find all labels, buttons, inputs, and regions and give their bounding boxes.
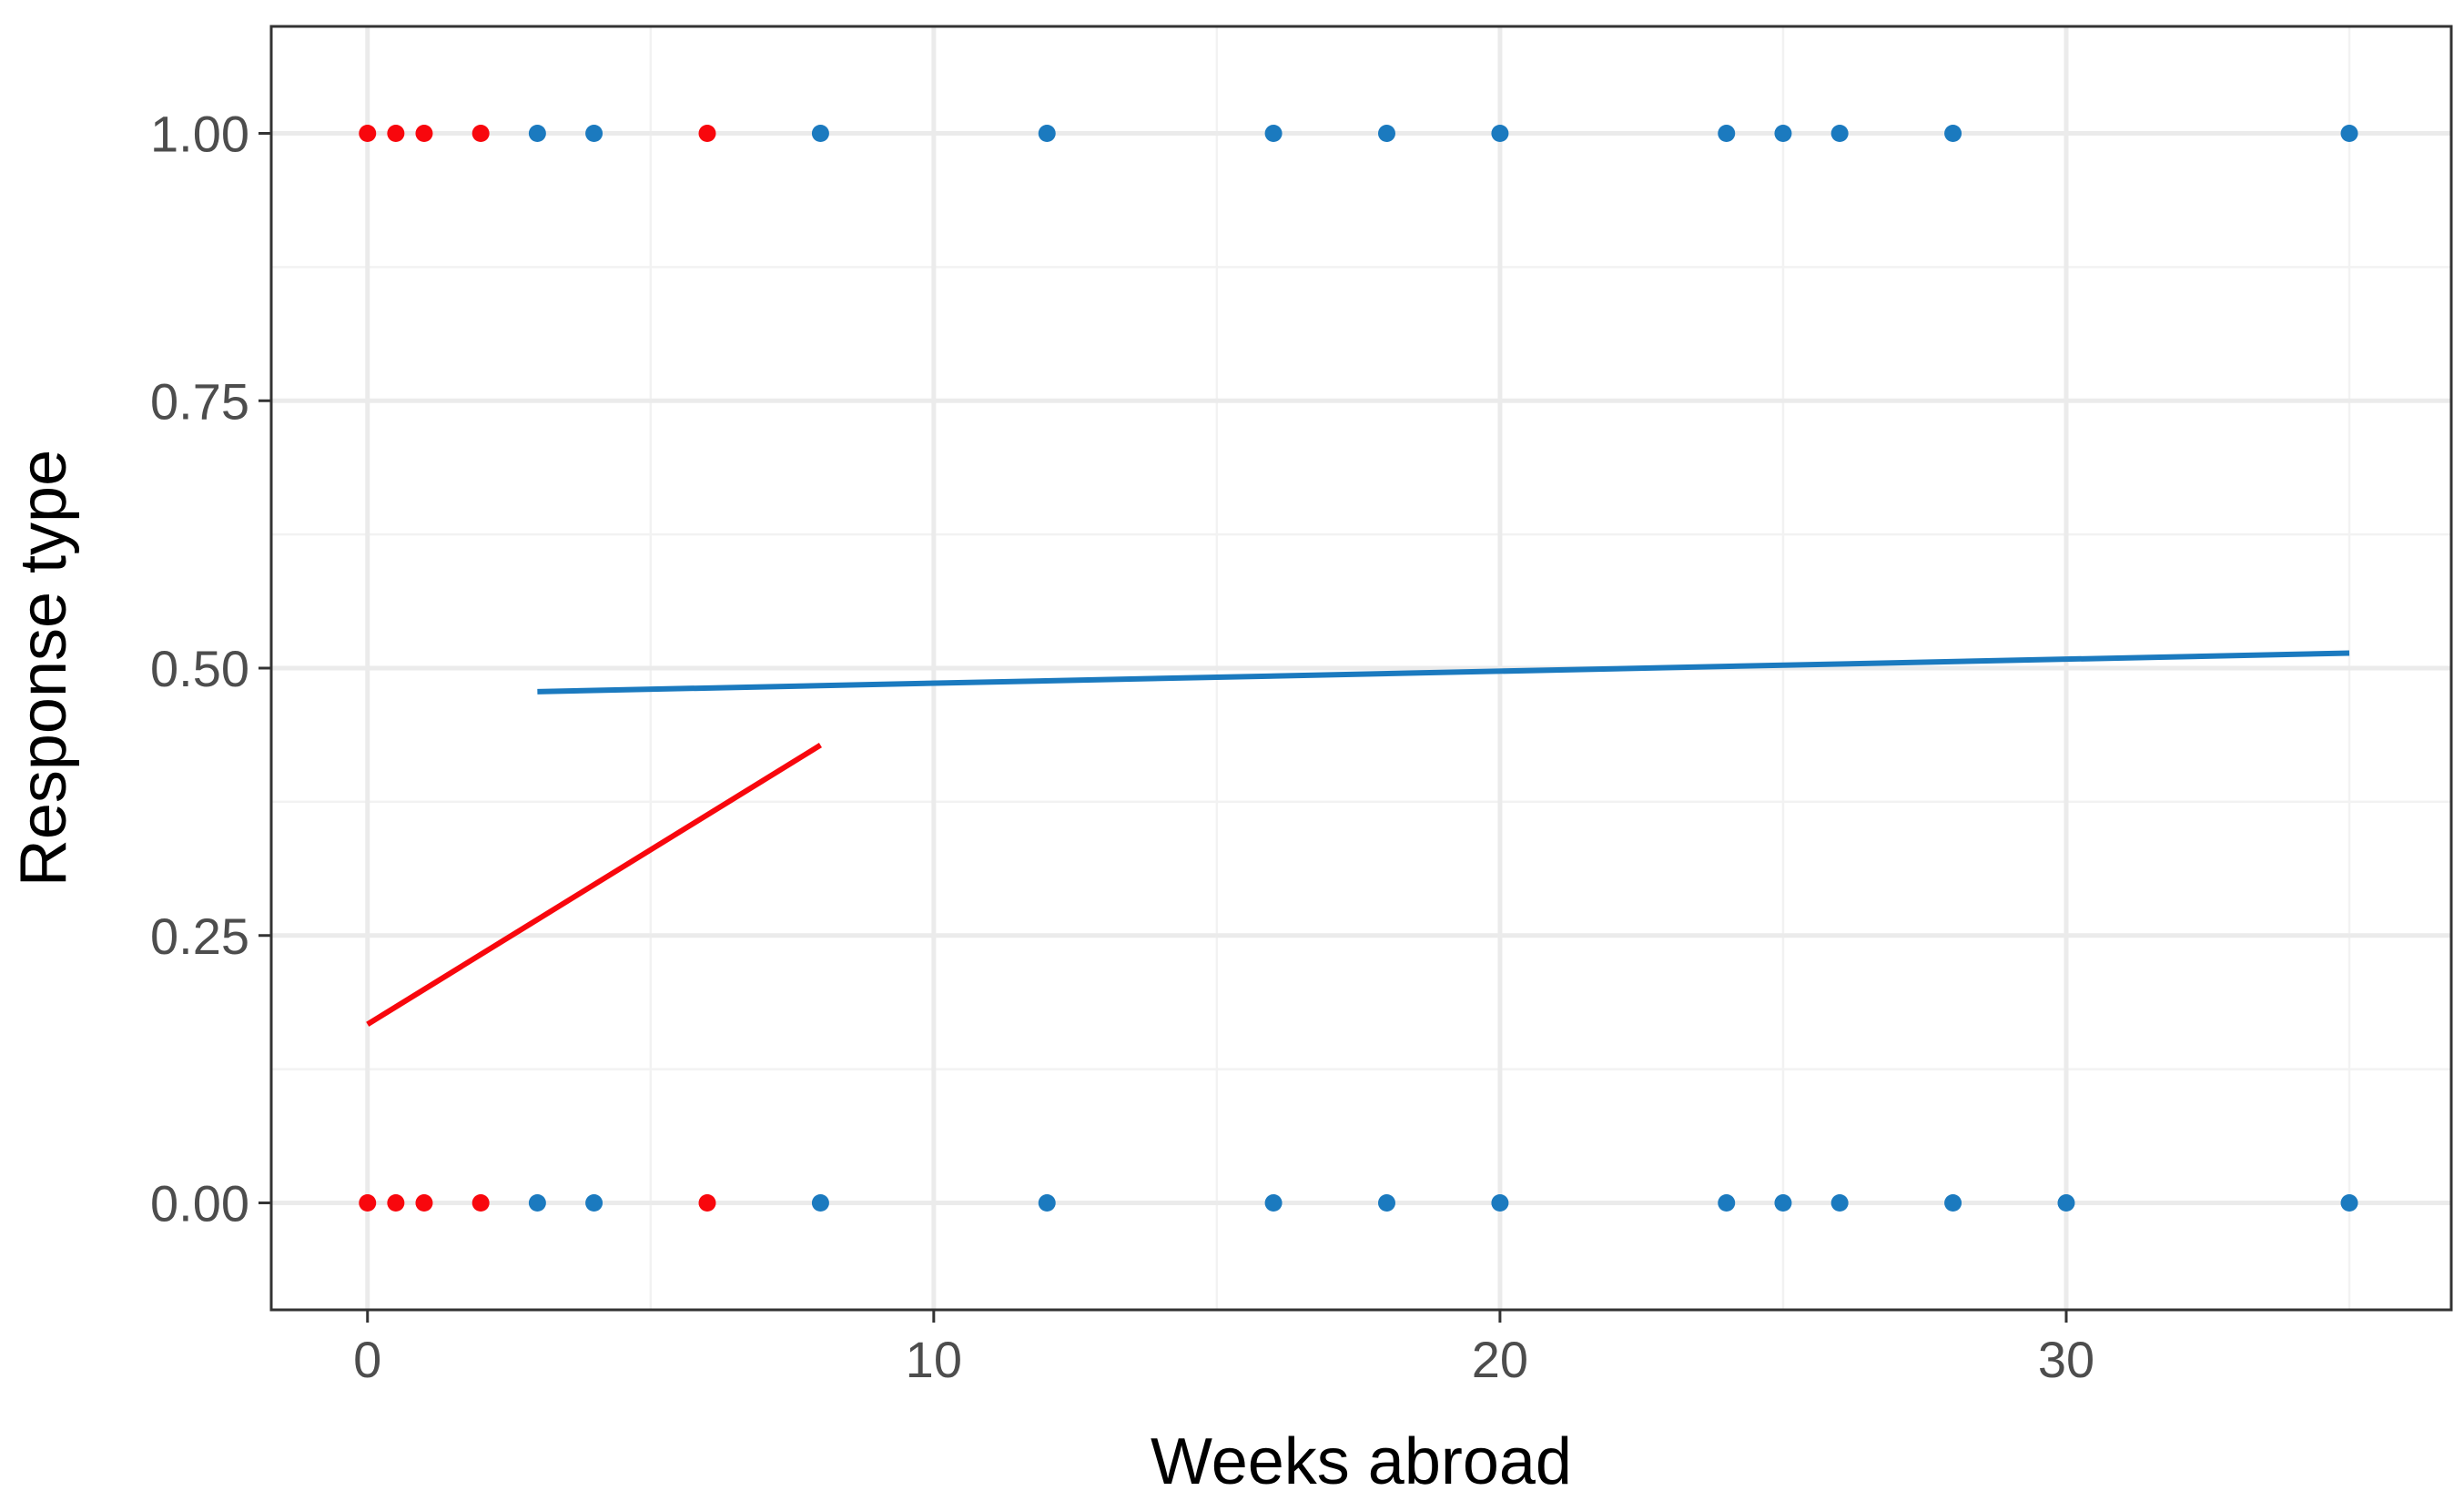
blue-data-point	[811, 125, 829, 142]
blue-data-point	[1774, 125, 1792, 142]
x-tick-label: 0	[353, 1331, 381, 1388]
blue-data-point	[1491, 1194, 1509, 1212]
red-data-point	[359, 1194, 377, 1212]
grid-lines	[271, 26, 2451, 1310]
blue-data-point	[1830, 125, 1849, 142]
red-data-point	[472, 125, 490, 142]
red-data-point	[472, 1194, 490, 1212]
red-data-point	[698, 125, 716, 142]
y-axis-title: Response type	[7, 450, 80, 887]
red-data-point	[415, 125, 433, 142]
blue-data-point	[1718, 1194, 1736, 1212]
blue-fit-line	[537, 650, 2350, 695]
red-data-point	[387, 125, 405, 142]
x-tick-label: 30	[2038, 1331, 2094, 1388]
red-fit-line	[366, 743, 822, 1027]
fit-lines	[366, 650, 2350, 1027]
blue-data-point	[1944, 1194, 1962, 1212]
blue-data-point	[2340, 125, 2358, 142]
y-tick-label: 0.00	[150, 1175, 249, 1232]
x-tick-label: 10	[906, 1331, 962, 1388]
x-tick-label: 20	[1472, 1331, 1528, 1388]
y-tick-label: 0.25	[150, 908, 249, 965]
blue-data-point	[1491, 125, 1509, 142]
red-data-point	[698, 1194, 716, 1212]
blue-data-point	[1377, 1194, 1395, 1212]
blue-data-point	[528, 1194, 546, 1212]
blue-data-point	[1944, 125, 1962, 142]
blue-data-point	[1264, 125, 1283, 142]
blue-data-point	[528, 125, 546, 142]
blue-data-point	[1038, 125, 1056, 142]
axis-ticks: 0 10 20 30 0.00 0.25 0.50 0.75 1.00	[150, 106, 2094, 1389]
blue-data-point	[1264, 1194, 1283, 1212]
blue-data-point	[811, 1194, 829, 1212]
data-points	[359, 125, 2358, 1212]
blue-data-point	[2057, 1194, 2075, 1212]
y-tick-label: 1.00	[150, 106, 249, 163]
blue-data-point	[585, 125, 603, 142]
blue-data-point	[2340, 1194, 2358, 1212]
red-data-point	[415, 1194, 433, 1212]
blue-data-point	[585, 1194, 603, 1212]
y-tick-label: 0.75	[150, 372, 249, 430]
red-data-point	[387, 1194, 405, 1212]
blue-data-point	[1774, 1194, 1792, 1212]
y-tick-label: 0.50	[150, 640, 249, 697]
red-data-point	[359, 125, 377, 142]
blue-data-point	[1718, 125, 1736, 142]
blue-data-point	[1038, 1194, 1056, 1212]
x-axis-title: Weeks abroad	[1151, 1425, 1572, 1498]
blue-data-point	[1377, 125, 1395, 142]
blue-data-point	[1830, 1194, 1849, 1212]
